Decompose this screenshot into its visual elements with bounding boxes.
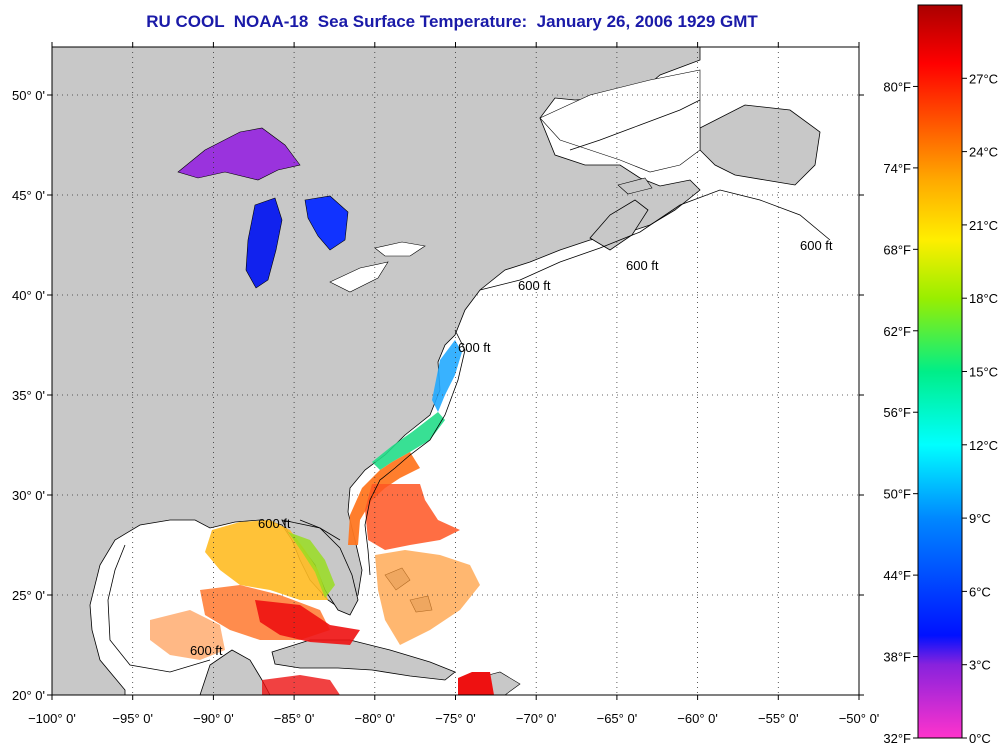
lake-ontario [374,241,426,257]
lat-tick-label: 20° 0' [12,688,45,703]
colorbar-label-c: 18°C [969,291,998,306]
lake-huron [304,195,349,251]
contour-label-gulf-of-maine: 600 ft [518,278,551,293]
colorbar-label-f: 68°F [883,242,911,257]
lat-tick-label: 40° 0' [12,288,45,303]
sst-gulf-stream [348,452,420,545]
colorbar-label-f: 44°F [883,568,911,583]
lake-michigan [245,197,283,289]
colorbar-label-c: 3°C [969,658,991,673]
land-newfoundland [699,104,821,186]
lon-tick-label: −55° 0' [758,711,799,726]
sst-hispaniola-warm [458,672,494,695]
colorbar-label-c: 12°C [969,438,998,453]
map-title: RU COOL NOAA-18 Sea Surface Temperature:… [146,12,758,31]
colorbar-label-f: 80°F [883,79,911,94]
lat-tick-label: 25° 0' [12,588,45,603]
lon-tick-label: −100° 0' [28,711,76,726]
lon-tick-label: −80° 0' [355,711,396,726]
colorbar [917,4,963,739]
colorbar-label-f: 62°F [883,324,911,339]
colorbar-celsius-labels: 0°C 3°C 6°C 9°C 12°C 15°C 18°C 21°C 24°C 27°C [962,71,998,746]
contour-label-southern-gulf: 600 ft [190,643,223,658]
lake-superior [177,127,301,181]
colorbar-label-c: 0°C [969,731,991,746]
lake-erie [329,261,389,293]
lat-tick-label: 50° 0' [12,88,45,103]
lat-tick-label: 30° 0' [12,488,45,503]
sst-southern-gulf [150,610,225,660]
latitude-axis: 20° 0' 25° 0' 30° 0' 35° 0' 40° 0' 45° 0' 50° … [12,88,864,703]
contour-600ft [107,99,831,673]
lon-tick-label: −65° 0' [597,711,638,726]
lon-tick-label: −95° 0' [112,711,153,726]
land-pei [617,177,653,195]
lon-tick-label: −85° 0' [274,711,315,726]
colorbar-label-c: 15°C [969,365,998,380]
contour-label-scotian-shelf: 600 ft [626,258,659,273]
lat-tick-label: 45° 0' [12,188,45,203]
contour-label-mid-atlantic: 600 ft [458,340,491,355]
colorbar-label-c: 21°C [969,218,998,233]
sst-coastal-mid-atlantic [432,340,462,412]
lon-tick-label: −60° 0' [677,711,718,726]
sst-sargasso [365,484,460,550]
colorbar-fahrenheit-labels: 32°F 38°F 44°F 50°F 56°F 62°F 68°F 74°F 80°F [883,79,918,746]
sst-warm-atlantic [375,550,480,645]
sst-cuba-south [262,675,340,695]
colorbar-label-c: 6°C [969,584,991,599]
sst-caribbean [255,600,360,645]
colorbar-label-f: 74°F [883,161,911,176]
lon-tick-label: −90° 0' [193,711,234,726]
longitude-axis: −100° 0' −95° 0' −90° 0' −85° 0' −80° 0' −75°… [28,42,879,726]
colorbar-label-f: 50°F [883,487,911,502]
colorbar-label-c: 9°C [969,511,991,526]
contour-label-grand-banks: 600 ft [800,238,833,253]
sst-coastal-carolina [372,412,445,470]
lat-tick-label: 35° 0' [12,388,45,403]
land-nova-scotia [589,199,649,251]
land-yucatan [199,649,271,695]
colorbar-label-c: 27°C [969,71,998,86]
colorbar-label-f: 32°F [883,731,911,746]
grid-lines [52,47,859,695]
land-north-america [52,47,701,695]
colorbar-label-f: 56°F [883,405,911,420]
colorbar-label-f: 38°F [883,650,911,665]
colorbar-label-c: 24°C [969,145,998,160]
sst-gulf-shelf-green [288,532,335,598]
contour-label-gulf-north: 600 ft [258,516,291,531]
lon-tick-label: −75° 0' [435,711,476,726]
lon-tick-label: −50° 0' [839,711,880,726]
lon-tick-label: −70° 0' [516,711,557,726]
